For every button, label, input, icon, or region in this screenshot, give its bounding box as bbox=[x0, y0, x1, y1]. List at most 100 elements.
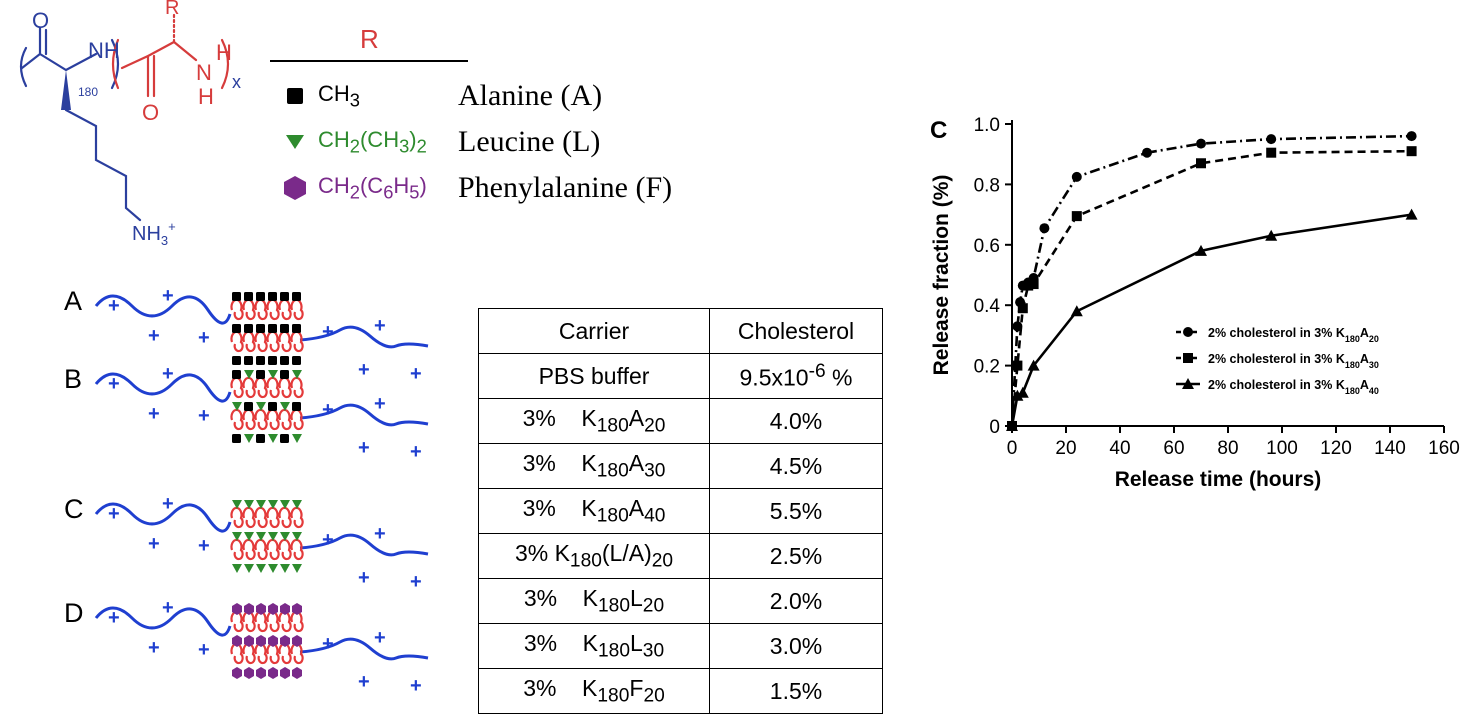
nh-red-h-bottom: H bbox=[198, 84, 214, 109]
helix-coil-icon bbox=[278, 642, 292, 665]
o-bottom-label: O bbox=[142, 100, 159, 125]
positive-charge-icon: + bbox=[148, 533, 160, 555]
series-3 bbox=[1006, 208, 1418, 431]
helix-coil-icon bbox=[254, 610, 268, 633]
carrier-cell: 3% K180A40 bbox=[478, 488, 710, 534]
cholesterol-cell: 2.0% bbox=[709, 578, 883, 624]
alanine-marker-icon bbox=[268, 356, 277, 365]
helix-coil-icon bbox=[278, 330, 292, 353]
phenylalanine-marker-icon bbox=[268, 667, 278, 679]
leucine-marker-icon bbox=[292, 532, 302, 541]
y-tick-label: 0 bbox=[989, 417, 1000, 438]
phenylalanine-marker-icon bbox=[292, 667, 302, 679]
lysine-side-chain bbox=[64, 108, 142, 222]
leucine-marker-icon bbox=[268, 564, 278, 573]
leucine-marker-icon bbox=[292, 370, 302, 379]
helix-coil-icon bbox=[254, 506, 268, 529]
phenylalanine-marker-icon bbox=[232, 667, 242, 679]
helix-coil-icon bbox=[230, 408, 244, 431]
helix-coil-icon bbox=[290, 298, 304, 321]
data-point-circle bbox=[1266, 134, 1277, 145]
phenylalanine-marker-icon bbox=[280, 635, 290, 647]
x-tick-label: 120 bbox=[1320, 438, 1352, 459]
phenylalanine-marker-icon bbox=[256, 635, 266, 647]
helix-coil-icon bbox=[278, 610, 292, 633]
leucine-marker-icon bbox=[232, 402, 242, 411]
alanine-marker-icon bbox=[256, 324, 265, 333]
legend-entry-label: 2% cholesterol in 3% K180A20 bbox=[1208, 326, 1379, 344]
lysine-chain-left bbox=[94, 372, 232, 403]
positive-charge-icon: + bbox=[410, 571, 422, 588]
leucine-marker-icon bbox=[244, 532, 254, 541]
carrier-cell: PBS buffer bbox=[478, 353, 710, 399]
data-point-square bbox=[1183, 353, 1193, 363]
helix-coil-icon bbox=[278, 298, 292, 321]
r-legend-formula: CH2(C6H5) bbox=[318, 172, 427, 203]
chain-label-a: A bbox=[64, 286, 83, 316]
table-row: 3% K180F20 1.5% bbox=[478, 668, 883, 714]
positive-charge-icon: + bbox=[148, 637, 160, 659]
table-row: 3% K180(L/A)20 2.5% bbox=[478, 533, 883, 579]
alanine-marker-icon bbox=[244, 402, 253, 411]
positive-charge-icon: + bbox=[108, 373, 120, 395]
positive-charge-icon: + bbox=[322, 529, 334, 551]
data-point-circle bbox=[1039, 223, 1050, 234]
y-tick-label: 0.2 bbox=[974, 357, 1000, 378]
helix-coil-icon bbox=[266, 330, 280, 353]
r-legend-item-alanine: CH3 Alanine (A) bbox=[280, 76, 602, 116]
phenylalanine-marker-icon bbox=[232, 635, 242, 647]
leucine-marker-icon bbox=[292, 564, 302, 573]
data-point-triangle bbox=[1182, 378, 1194, 389]
alanine-marker-icon bbox=[292, 324, 301, 333]
helix-coil-icon bbox=[242, 610, 256, 633]
alanine-marker-icon bbox=[232, 324, 241, 333]
left-paren-red bbox=[111, 38, 120, 90]
positive-charge-icon: + bbox=[162, 493, 174, 515]
lysine-chain-right bbox=[299, 403, 429, 427]
phenylalanine-marker-icon bbox=[244, 603, 254, 615]
alanine-marker-icon bbox=[292, 402, 301, 411]
x-tick-label: 80 bbox=[1217, 438, 1238, 459]
cholesterol-cell: 1.5% bbox=[709, 668, 883, 714]
leucine-marker-icon bbox=[268, 370, 278, 379]
alanine-marker-icon bbox=[292, 292, 301, 301]
alanine-marker-icon bbox=[244, 292, 253, 301]
data-point-square bbox=[1266, 147, 1277, 158]
data-point-circle bbox=[1142, 147, 1152, 158]
positive-charge-icon: + bbox=[374, 627, 386, 649]
positive-charge-icon: + bbox=[358, 437, 370, 458]
legend-entry-label: 2% cholesterol in 3% K180A30 bbox=[1208, 352, 1379, 370]
leucine-marker-icon bbox=[232, 532, 242, 541]
table-row: 3% K180A40 5.5% bbox=[478, 488, 883, 534]
panel-letter: C bbox=[930, 117, 947, 144]
data-point-circle bbox=[1071, 171, 1082, 182]
positive-charge-icon: + bbox=[374, 315, 386, 337]
alanine-marker-icon bbox=[280, 292, 289, 301]
chain-label-b: B bbox=[64, 364, 83, 394]
r-legend-formula: CH2(CH3)2 bbox=[318, 126, 427, 157]
alanine-marker-icon bbox=[280, 324, 289, 333]
triangle-icon bbox=[280, 127, 310, 157]
helix-coil-icon bbox=[242, 642, 256, 665]
y-axis-label: Release fraction (%) bbox=[930, 175, 953, 376]
lysine-chain-right bbox=[299, 637, 429, 661]
data-point-triangle bbox=[1006, 420, 1018, 431]
data-point-circle bbox=[1406, 131, 1417, 142]
r-legend-amino-acid-name: Alanine (A) bbox=[458, 79, 603, 112]
r-legend-item-leucine: CH2(CH3)2 Leucine (L) bbox=[280, 122, 600, 162]
helix-coil-icon bbox=[254, 642, 268, 665]
positive-charge-icon: + bbox=[198, 405, 210, 427]
hexagon-icon bbox=[280, 173, 310, 203]
cholesterol-cell: 3.0% bbox=[709, 623, 883, 669]
helix-coil-icon bbox=[230, 330, 244, 353]
leucine-marker-icon bbox=[232, 500, 242, 509]
leucine-marker-icon bbox=[244, 434, 254, 443]
helix-coil-icon bbox=[266, 642, 280, 665]
positive-charge-icon: + bbox=[358, 359, 370, 380]
y-tick-label: 1.0 bbox=[974, 115, 1000, 136]
helix-coil-icon bbox=[254, 330, 268, 353]
table-row: PBS buffer 9.5x10-6 % bbox=[478, 353, 883, 399]
alanine-marker-icon bbox=[280, 356, 289, 365]
alanine-marker-icon bbox=[232, 356, 241, 365]
leucine-marker-icon bbox=[280, 532, 290, 541]
